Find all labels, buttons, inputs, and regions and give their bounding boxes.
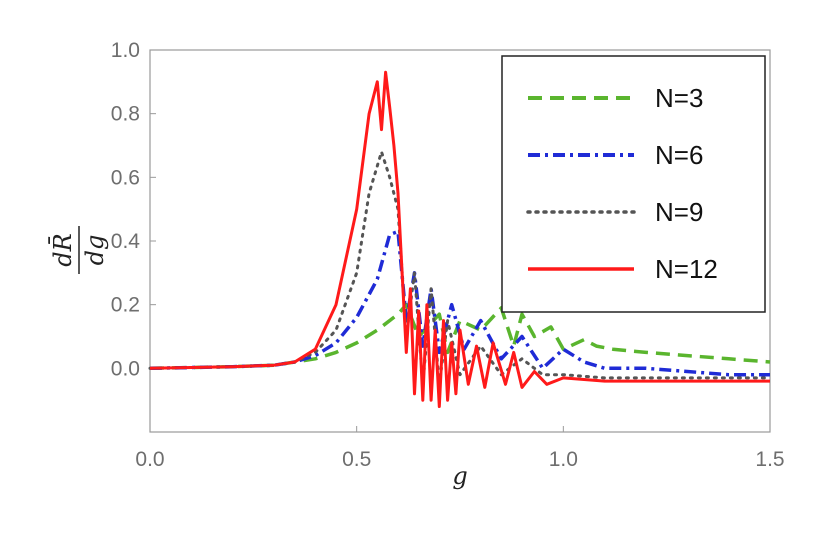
legend: N=3 N=6 N=9 N=12 — [501, 55, 766, 313]
y-tick-label: 0.8 — [111, 103, 140, 126]
legend-label-1: N=6 — [655, 140, 703, 170]
x-tick-label: 0.0 — [135, 448, 164, 471]
legend-box — [501, 55, 766, 313]
y-tick-label: 1.0 — [111, 39, 140, 62]
series-line-1 — [149, 229, 770, 377]
series-line-3 — [149, 70, 770, 408]
x-tick-label: 1.0 — [549, 448, 578, 471]
x-tick-label: 0.5 — [342, 448, 371, 471]
y-tick-label: 0.2 — [111, 294, 140, 317]
y-tick-label: 0.0 — [111, 357, 140, 380]
y-tick-label: 0.6 — [111, 166, 140, 189]
legend-label-3: N=12 — [655, 254, 718, 284]
legend-items: N=3 N=6 N=9 N=12 — [526, 83, 718, 284]
x-axis-label: g — [452, 462, 467, 490]
y-tick-label: 0.4 — [111, 230, 141, 253]
y-axis-label-denominator: dg — [81, 235, 109, 266]
y-axis-label-numerator: dR̄ — [49, 233, 77, 266]
series-group — [148, 70, 772, 408]
axis-ticks: 0.0 0.5 1.0 1.5 0.0 0.2 0.4 0.6 0.8 1.0 — [111, 39, 785, 471]
legend-label-2: N=9 — [655, 197, 703, 227]
legend-label-0: N=3 — [655, 83, 703, 113]
x-tick-label: 1.5 — [755, 448, 784, 471]
y-axis-label: dR̄ dg — [49, 226, 109, 274]
series-line-0 — [149, 302, 771, 371]
